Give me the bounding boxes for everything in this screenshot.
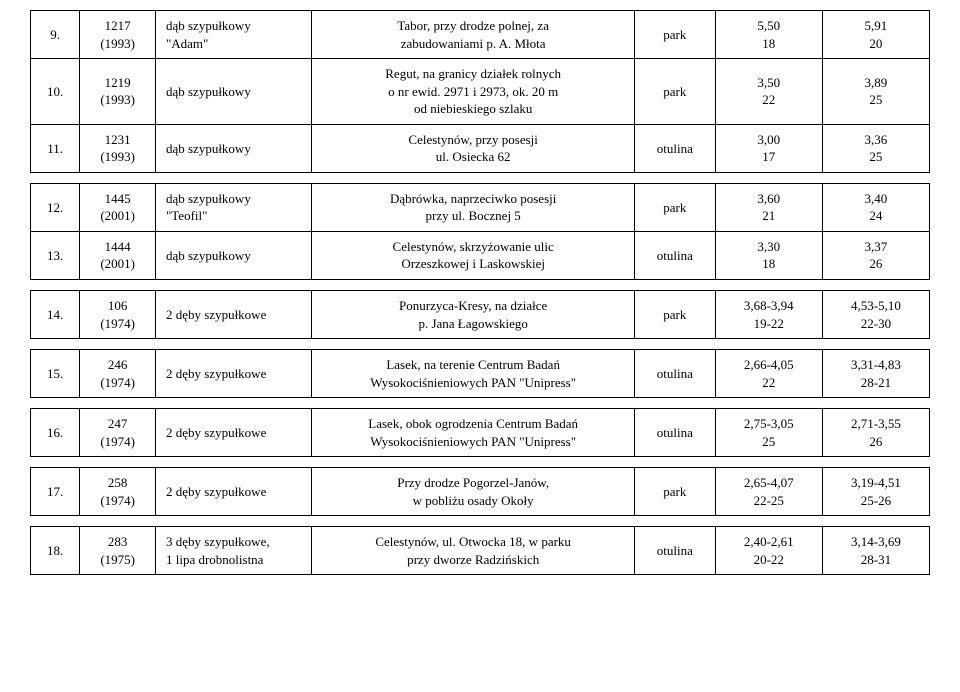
row-index: 10. — [31, 59, 80, 125]
table-row: 12.1445(2001)dąb szypułkowy"Teofil"Dąbró… — [31, 183, 930, 231]
measure-2: 5,9120 — [822, 11, 929, 59]
row-index: 18. — [31, 527, 80, 575]
species: 3 dęby szypułkowe,1 lipa drobnolistna — [155, 527, 311, 575]
row-index: 16. — [31, 409, 80, 457]
table-row: 11.1231(1993)dąb szypułkowyCelestynów, p… — [31, 124, 930, 172]
table-row: 16.247(1974)2 dęby szypułkoweLasek, obok… — [31, 409, 930, 457]
species: dąb szypułkowy — [155, 124, 311, 172]
environment: otulina — [634, 124, 715, 172]
row-index: 9. — [31, 11, 80, 59]
environment: park — [634, 11, 715, 59]
group-spacer — [31, 457, 930, 468]
row-index: 17. — [31, 468, 80, 516]
environment: park — [634, 59, 715, 125]
location: Regut, na granicy działek rolnycho nr ew… — [312, 59, 634, 125]
location: Celestynów, ul. Otwocka 18, w parkuprzy … — [312, 527, 634, 575]
group-spacer — [31, 280, 930, 291]
measure-1: 2,65-4,0722-25 — [715, 468, 822, 516]
table-row: 10.1219(1993)dąb szypułkowyRegut, na gra… — [31, 59, 930, 125]
environment: otulina — [634, 409, 715, 457]
table-row: 14.106(1974)2 dęby szypułkowePonurzyca-K… — [31, 291, 930, 339]
group-spacer — [31, 339, 930, 350]
location: Ponurzyca-Kresy, na działcep. Jana Łagow… — [312, 291, 634, 339]
location: Celestynów, przy posesjiul. Osiecka 62 — [312, 124, 634, 172]
measure-2: 3,4024 — [822, 183, 929, 231]
measure-2: 2,71-3,5526 — [822, 409, 929, 457]
monument-id: 1219(1993) — [80, 59, 156, 125]
monument-id: 247(1974) — [80, 409, 156, 457]
measure-2: 3,14-3,6928-31 — [822, 527, 929, 575]
measure-1: 2,40-2,6120-22 — [715, 527, 822, 575]
measure-2: 3,19-4,5125-26 — [822, 468, 929, 516]
measure-1: 2,75-3,0525 — [715, 409, 822, 457]
species: dąb szypułkowy — [155, 231, 311, 279]
environment: otulina — [634, 527, 715, 575]
location: Tabor, przy drodze polnej, zazabudowania… — [312, 11, 634, 59]
group-spacer — [31, 516, 930, 527]
row-index: 15. — [31, 350, 80, 398]
monument-id: 246(1974) — [80, 350, 156, 398]
location: Dąbrówka, naprzeciwko posesjiprzy ul. Bo… — [312, 183, 634, 231]
location: Przy drodze Pogorzel-Janów,w pobliżu osa… — [312, 468, 634, 516]
species: 2 dęby szypułkowe — [155, 409, 311, 457]
species: dąb szypułkowy"Teofil" — [155, 183, 311, 231]
table-row: 18.283(1975)3 dęby szypułkowe,1 lipa dro… — [31, 527, 930, 575]
species: 2 dęby szypułkowe — [155, 291, 311, 339]
environment: park — [634, 468, 715, 516]
measure-1: 3,3018 — [715, 231, 822, 279]
monument-id: 1231(1993) — [80, 124, 156, 172]
monument-table: 9.1217(1993)dąb szypułkowy"Adam"Tabor, p… — [30, 10, 930, 575]
measure-1: 5,5018 — [715, 11, 822, 59]
row-index: 11. — [31, 124, 80, 172]
measure-2: 3,3625 — [822, 124, 929, 172]
monument-id: 258(1974) — [80, 468, 156, 516]
environment: otulina — [634, 231, 715, 279]
location: Celestynów, skrzyżowanie ulicOrzeszkowej… — [312, 231, 634, 279]
group-spacer — [31, 398, 930, 409]
species: dąb szypułkowy"Adam" — [155, 11, 311, 59]
group-spacer — [31, 172, 930, 183]
monument-id: 106(1974) — [80, 291, 156, 339]
location: Lasek, obok ogrodzenia Centrum BadańWyso… — [312, 409, 634, 457]
monument-id: 283(1975) — [80, 527, 156, 575]
environment: otulina — [634, 350, 715, 398]
environment: park — [634, 183, 715, 231]
measure-2: 3,31-4,8328-21 — [822, 350, 929, 398]
monument-id: 1217(1993) — [80, 11, 156, 59]
monument-id: 1445(2001) — [80, 183, 156, 231]
table-row: 15.246(1974)2 dęby szypułkoweLasek, na t… — [31, 350, 930, 398]
measure-1: 2,66-4,0522 — [715, 350, 822, 398]
row-index: 14. — [31, 291, 80, 339]
document-page: 9.1217(1993)dąb szypułkowy"Adam"Tabor, p… — [0, 0, 960, 692]
measure-1: 3,6021 — [715, 183, 822, 231]
environment: park — [634, 291, 715, 339]
species: 2 dęby szypułkowe — [155, 350, 311, 398]
measure-2: 3,8925 — [822, 59, 929, 125]
measure-1: 3,5022 — [715, 59, 822, 125]
monument-id: 1444(2001) — [80, 231, 156, 279]
row-index: 13. — [31, 231, 80, 279]
species: 2 dęby szypułkowe — [155, 468, 311, 516]
measure-2: 4,53-5,1022-30 — [822, 291, 929, 339]
table-row: 17.258(1974)2 dęby szypułkowePrzy drodze… — [31, 468, 930, 516]
table-row: 13.1444(2001)dąb szypułkowyCelestynów, s… — [31, 231, 930, 279]
measure-1: 3,0017 — [715, 124, 822, 172]
measure-1: 3,68-3,9419-22 — [715, 291, 822, 339]
species: dąb szypułkowy — [155, 59, 311, 125]
row-index: 12. — [31, 183, 80, 231]
measure-2: 3,3726 — [822, 231, 929, 279]
table-row: 9.1217(1993)dąb szypułkowy"Adam"Tabor, p… — [31, 11, 930, 59]
location: Lasek, na terenie Centrum BadańWysokociś… — [312, 350, 634, 398]
